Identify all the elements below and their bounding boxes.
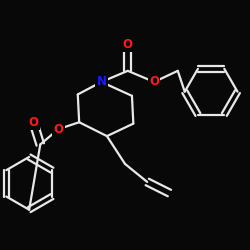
Text: O: O bbox=[123, 38, 133, 51]
Text: O: O bbox=[149, 76, 159, 88]
Text: N: N bbox=[96, 76, 106, 88]
Text: O: O bbox=[53, 123, 63, 136]
Text: O: O bbox=[28, 116, 38, 129]
